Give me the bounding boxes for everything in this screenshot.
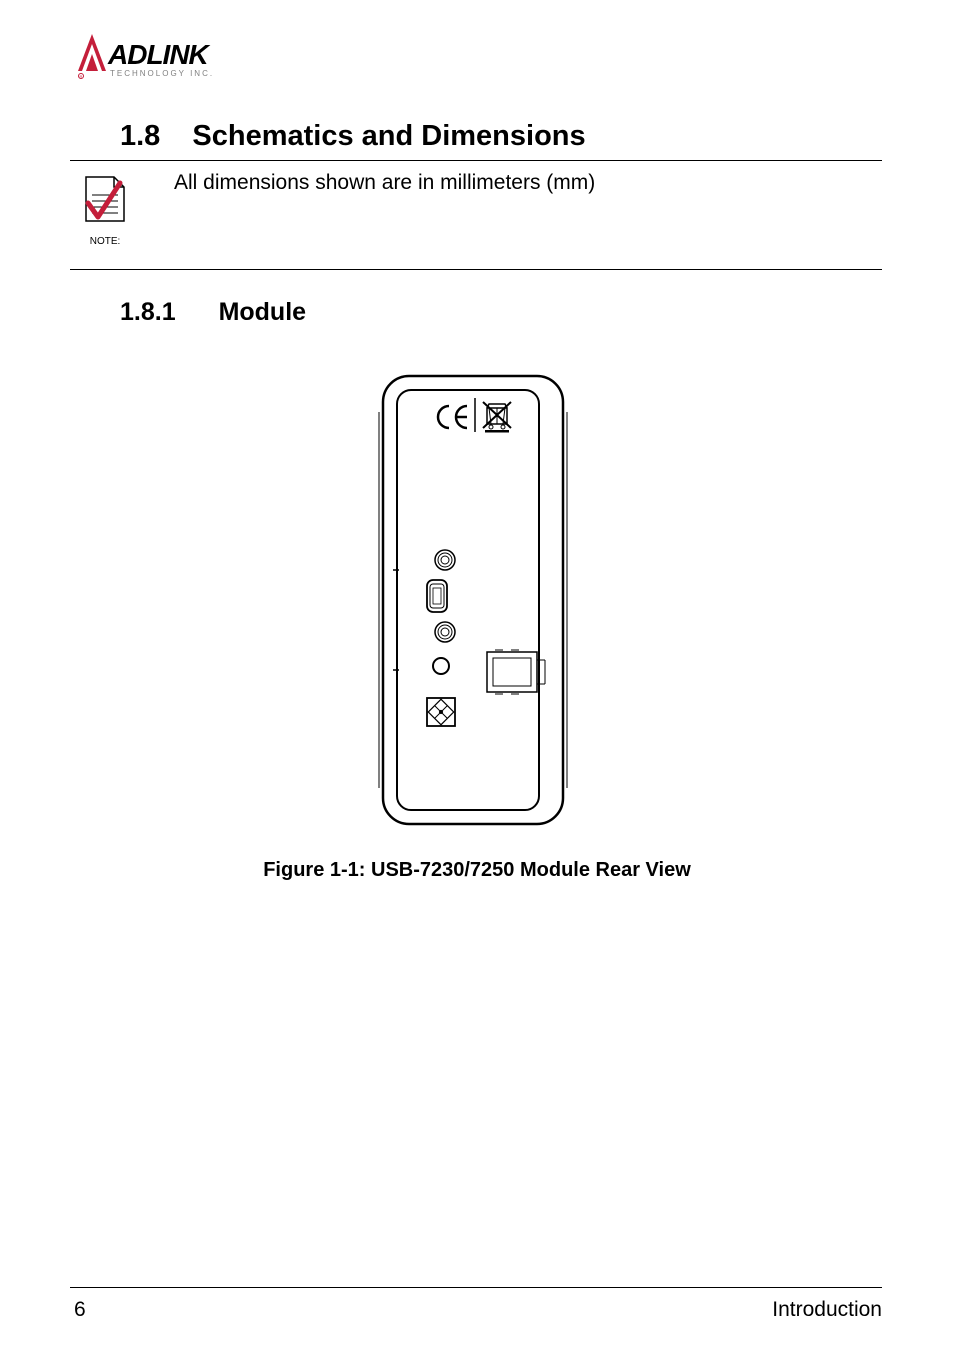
section-title: Schematics and Dimensions	[192, 120, 585, 152]
figure-area: Figure 1-1: USB-7230/7250 Module Rear Vi…	[0, 370, 954, 882]
note-icon: NOTE:	[80, 173, 130, 247]
svg-text:TECHNOLOGY INC.: TECHNOLOGY INC.	[110, 69, 214, 78]
company-logo: R ADLINK TECHNOLOGY INC.	[70, 26, 240, 86]
note-label: NOTE:	[80, 236, 130, 247]
svg-text:ADLINK: ADLINK	[107, 39, 211, 70]
section-number: 1.8	[120, 120, 160, 153]
footer-divider	[70, 1287, 882, 1288]
figure-caption: Figure 1-1: USB-7230/7250 Module Rear Vi…	[0, 859, 954, 882]
note-box: NOTE: All dimensions shown are in millim…	[70, 160, 882, 270]
subsection-title: Module	[219, 298, 307, 326]
subsection-heading: 1.8.1 Module	[120, 298, 306, 327]
module-diagram	[367, 370, 587, 830]
subsection-number: 1.8.1	[120, 298, 176, 327]
footer-section-name: Introduction	[772, 1298, 882, 1322]
note-text: All dimensions shown are in millimeters …	[174, 171, 595, 195]
svg-text:R: R	[80, 74, 83, 79]
section-heading: 1.8 Schematics and Dimensions	[120, 120, 586, 153]
page-number: 6	[74, 1298, 86, 1322]
